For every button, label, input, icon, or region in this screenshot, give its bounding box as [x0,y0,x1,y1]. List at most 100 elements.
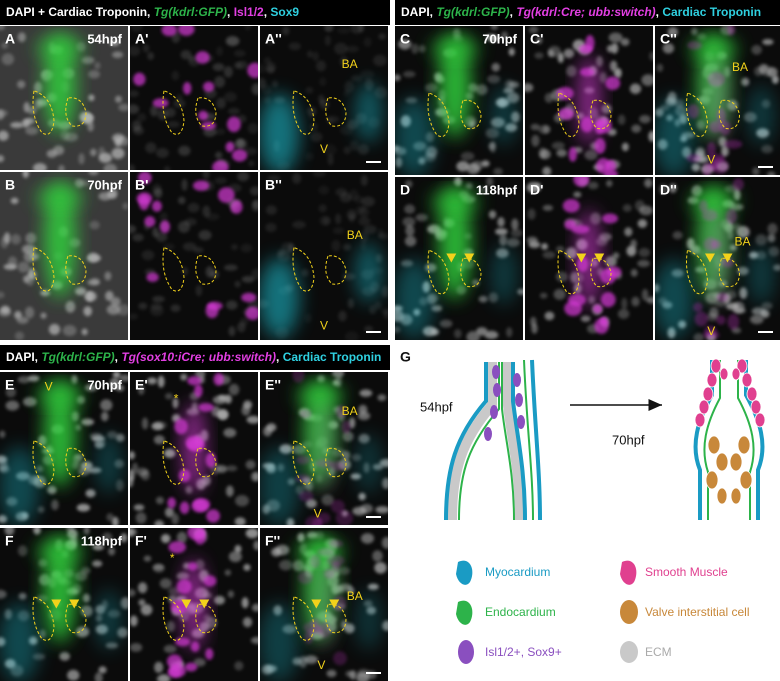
magenta-cell [198,110,209,121]
nucleus [350,75,363,82]
magenta-cell [187,376,202,386]
glow-cyan [260,94,300,170]
nucleus [47,485,57,495]
nucleus [360,174,368,186]
nucleus [542,166,552,175]
magenta-cell [686,153,701,163]
magenta-cell [159,220,171,234]
nucleus [25,126,39,135]
nucleus [691,163,701,172]
header-segment: DAPI + Cardiac Troponin, [6,5,154,19]
magenta-cell [335,405,347,418]
nucleus [85,489,96,498]
nucleus [631,124,642,133]
micrograph [260,172,388,340]
glow-green [36,384,84,405]
nucleus [137,112,147,122]
nucleus [0,589,7,599]
nucleus [383,309,388,320]
magenta-cell [179,501,190,514]
magenta-cell [727,26,736,36]
nucleus [0,26,6,31]
nucleus [755,234,767,246]
nucleus [109,40,120,47]
nucleus [132,126,144,135]
valve-outline [195,255,217,285]
glow-cyan [94,589,123,650]
nucleus [297,532,305,543]
magenta-cell [694,311,709,327]
nucleus [334,42,348,55]
glow-green [689,38,738,59]
nucleus [310,131,323,143]
nucleus [292,444,307,455]
annotation: V [314,506,322,520]
nucleus [364,325,374,333]
micrograph-panel: D 118hpf [395,177,523,340]
nucleus [501,31,509,40]
nucleus [706,312,719,322]
nucleus [48,323,61,335]
nucleus [726,99,738,111]
glow-cyan [354,589,383,650]
panel-label: C [400,31,410,47]
nucleus [244,26,252,31]
time-label: 54hpf [87,31,122,46]
nucleus [130,224,137,234]
micrograph [525,26,653,175]
nucleus [205,266,214,278]
magenta-cell [330,499,345,514]
nucleus [495,228,508,236]
glow-cyan [395,259,435,340]
nucleus [378,232,388,240]
nucleus [198,230,212,241]
nucleus [465,182,473,190]
magenta-cell [687,104,700,119]
nucleus [411,43,419,54]
panel-label: A' [135,31,148,47]
nucleus [242,617,253,628]
nucleus [246,415,258,424]
annotation: * [174,392,179,406]
nucleus [193,247,204,254]
magenta-cell [606,266,622,278]
magenta-cell [205,303,219,319]
nucleus [212,63,225,72]
nucleus [138,302,148,310]
nucleus [116,304,128,316]
nucleus [321,494,334,506]
header-segment: Isl1/2 [234,5,264,19]
nucleus [638,247,651,258]
nucleus [338,310,347,322]
micrograph [0,528,128,681]
nucleus [556,149,567,157]
nucleus [528,26,539,34]
nucleus [110,296,121,307]
glow-green [44,180,76,298]
nucleus [662,42,675,54]
nucleus [460,151,475,161]
nucleus [122,202,128,210]
nucleus [762,39,774,46]
nucleus [292,172,302,184]
magenta-cell [704,325,717,337]
nucleus [130,451,136,460]
nucleus [367,583,379,590]
glow-green [36,187,84,208]
nucleus [360,69,375,80]
magenta-cell [161,26,177,37]
magenta-cell [724,139,743,149]
nucleus [132,233,144,242]
schematic: G 54hpf 70hpf Myocardium Endocardium Isl1/2+,… [400,349,766,664]
micrograph [525,177,653,340]
nucleus [615,68,622,79]
magenta-cell [191,499,208,513]
magenta-cell [335,510,354,525]
nucleus [75,424,82,431]
nucleus [214,75,226,88]
header-bar [0,0,390,25]
nucleus [180,373,188,381]
nucleus [111,51,124,59]
nucleus [245,460,256,470]
panel-label: F'' [265,533,280,549]
